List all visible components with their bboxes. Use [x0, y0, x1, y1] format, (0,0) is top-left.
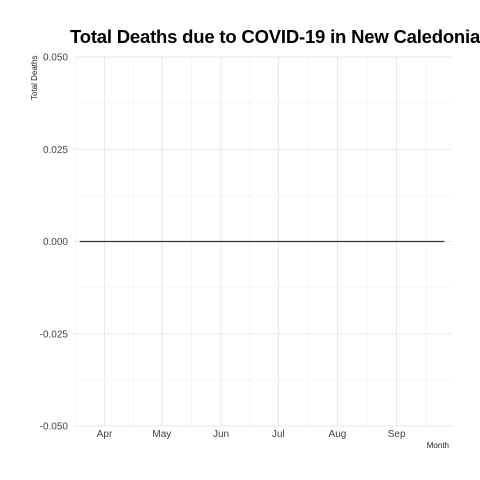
y-tick-label: 0.050	[43, 53, 68, 64]
y-tick-label: 0.000	[43, 237, 68, 248]
x-tick-label: Aug	[329, 429, 347, 440]
x-axis-label: Month	[426, 441, 449, 450]
y-tick-label: -0.050	[40, 422, 69, 433]
x-tick-label: May	[152, 429, 171, 440]
x-tick-label: Sep	[388, 429, 406, 440]
x-tick-label: Apr	[97, 429, 113, 440]
y-tick-label: -0.025	[40, 329, 69, 340]
x-tick-label: Jul	[272, 429, 285, 440]
chart-title: Total Deaths due to COVID-19 in New Cale…	[70, 26, 480, 47]
x-tick-label: Jun	[213, 429, 229, 440]
y-tick-label: 0.025	[43, 145, 68, 156]
